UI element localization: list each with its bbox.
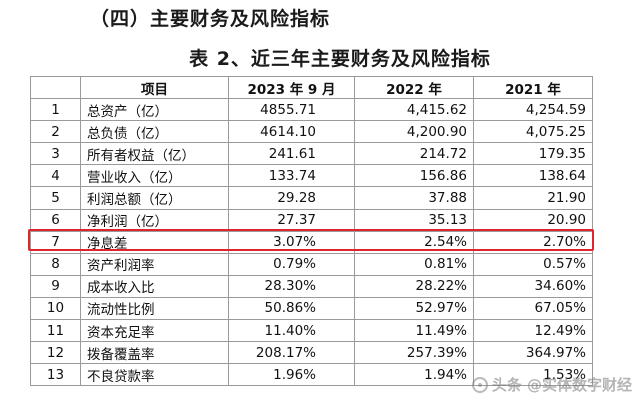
value-2023-sep: 0.79%	[228, 252, 355, 276]
table-body: 1 总资产（亿） 4855.71 4,415.62 4,254.59 2 总负债（亿） 46…	[30, 98, 593, 387]
value-2023-sep: 29.28	[228, 186, 355, 210]
value-2021: 1.53%	[473, 363, 593, 387]
table-row: 2 总负债（亿） 4614.10 4,200.90 4,075.25	[30, 120, 593, 144]
table-row: 1 总资产（亿） 4855.71 4,415.62 4,254.59	[30, 98, 593, 122]
value-2021: 138.64	[473, 164, 593, 188]
value-2022: 28.22%	[354, 274, 474, 298]
watermark-text: 头条 @实体数字财经	[491, 376, 632, 394]
table-row: 8 资产利润率 0.79% 0.81% 0.57%	[30, 252, 593, 276]
row-item: 资产利润率	[80, 252, 229, 276]
value-2023-sep: 27.37	[228, 208, 355, 232]
row-item: 拨备覆盖率	[80, 341, 229, 365]
row-index: 12	[30, 341, 81, 365]
value-2023-sep: 3.07%	[228, 230, 355, 254]
row-index: 7	[30, 230, 81, 254]
row-item: 资本充足率	[80, 319, 229, 343]
value-2022: 156.86	[354, 164, 474, 188]
table-title: 表 2、近三年主要财务及风险指标	[189, 48, 491, 70]
value-2021: 4,254.59	[473, 98, 593, 122]
row-index: 6	[30, 208, 81, 232]
header-item: 项目	[80, 75, 229, 100]
row-item: 成本收入比	[80, 274, 229, 298]
row-index: 9	[30, 274, 81, 298]
value-2021: 67.05%	[473, 296, 593, 321]
value-2022: 11.49%	[354, 319, 474, 343]
row-index: 13	[30, 363, 81, 387]
value-2021: 21.90	[473, 186, 593, 210]
value-2021: 20.90	[473, 208, 593, 232]
value-2023-sep: 241.61	[228, 142, 355, 166]
value-2021: 4,075.25	[473, 120, 593, 144]
value-2023-sep: 11.40%	[228, 319, 355, 343]
table-row: 5 利润总额（亿） 29.28 37.88 21.90	[30, 186, 593, 210]
row-index: 3	[30, 142, 81, 166]
header-2023-sep: 2023 年 9 月	[228, 75, 355, 100]
section-heading: （四）主要财务及风险指标	[90, 8, 331, 30]
row-item: 流动性比例	[80, 296, 229, 321]
value-2023-sep: 4614.10	[228, 120, 355, 144]
row-item: 净息差	[80, 230, 229, 254]
table-row: 4 营业收入（亿） 133.74 156.86 138.64	[30, 164, 593, 188]
value-2022: 2.54%	[354, 230, 474, 254]
table-row: 11 资本充足率 11.40% 11.49% 12.49%	[30, 319, 593, 343]
value-2022: 0.81%	[354, 252, 474, 276]
table-row: 10 流动性比例 50.86% 52.97% 67.05%	[30, 296, 593, 321]
row-item: 营业收入（亿）	[80, 164, 229, 188]
value-2022: 257.39%	[354, 341, 474, 365]
value-2022: 52.97%	[354, 296, 474, 321]
row-item: 总负债（亿）	[80, 120, 229, 144]
row-index: 5	[30, 186, 81, 210]
row-index: 8	[30, 252, 81, 276]
value-2023-sep: 133.74	[228, 164, 355, 188]
row-index: 11	[30, 319, 81, 343]
row-index: 4	[30, 164, 81, 188]
row-item: 所有者权益（亿）	[80, 142, 229, 166]
financial-indicators-table: 项目 2023 年 9 月 2022 年 2021 年 1 总资产（亿） 4855.…	[30, 75, 593, 387]
table-row: 9 成本收入比 28.30% 28.22% 34.60%	[30, 274, 593, 298]
value-2023-sep: 50.86%	[228, 296, 355, 321]
table-row: 6 净利润（亿） 27.37 35.13 20.90	[30, 208, 593, 232]
value-2022: 37.88	[354, 186, 474, 210]
value-2022: 4,200.90	[354, 120, 474, 144]
value-2022: 4,415.62	[354, 98, 474, 122]
value-2022: 35.13	[354, 208, 474, 232]
value-2023-sep: 1.96%	[228, 363, 355, 387]
row-item: 净利润（亿）	[80, 208, 229, 232]
value-2021: 364.97%	[473, 341, 593, 365]
table-row: 13 不良贷款率 1.96% 1.94% 1.53%	[30, 363, 593, 387]
table-row-highlighted: 7 净息差 3.07% 2.54% 2.70%	[30, 230, 593, 254]
header-2022: 2022 年	[354, 75, 474, 100]
row-index: 1	[30, 98, 81, 122]
row-index: 10	[30, 296, 81, 321]
header-index	[30, 75, 81, 100]
value-2021: 12.49%	[473, 319, 593, 343]
watermark: 头条 @实体数字财经	[471, 374, 632, 395]
value-2021: 0.57%	[473, 252, 593, 276]
header-2021: 2021 年	[473, 75, 593, 100]
value-2022: 214.72	[354, 142, 474, 166]
value-2023-sep: 208.17%	[228, 341, 355, 365]
row-index: 2	[30, 120, 81, 144]
row-item: 不良贷款率	[80, 363, 229, 387]
value-2023-sep: 28.30%	[228, 274, 355, 298]
table-row: 3 所有者权益（亿） 241.61 214.72 179.35	[30, 142, 593, 166]
value-2022: 1.94%	[354, 363, 474, 387]
value-2021: 34.60%	[473, 274, 593, 298]
value-2021: 2.70%	[473, 230, 593, 254]
table-header-row: 项目 2023 年 9 月 2022 年 2021 年	[30, 75, 593, 100]
table-row: 12 拨备覆盖率 208.17% 257.39% 364.97%	[30, 341, 593, 365]
value-2023-sep: 4855.71	[228, 98, 355, 122]
row-item: 总资产（亿）	[80, 98, 229, 122]
value-2021: 179.35	[473, 142, 593, 166]
row-item: 利润总额（亿）	[80, 186, 229, 210]
watermark-logo-icon	[471, 376, 488, 393]
